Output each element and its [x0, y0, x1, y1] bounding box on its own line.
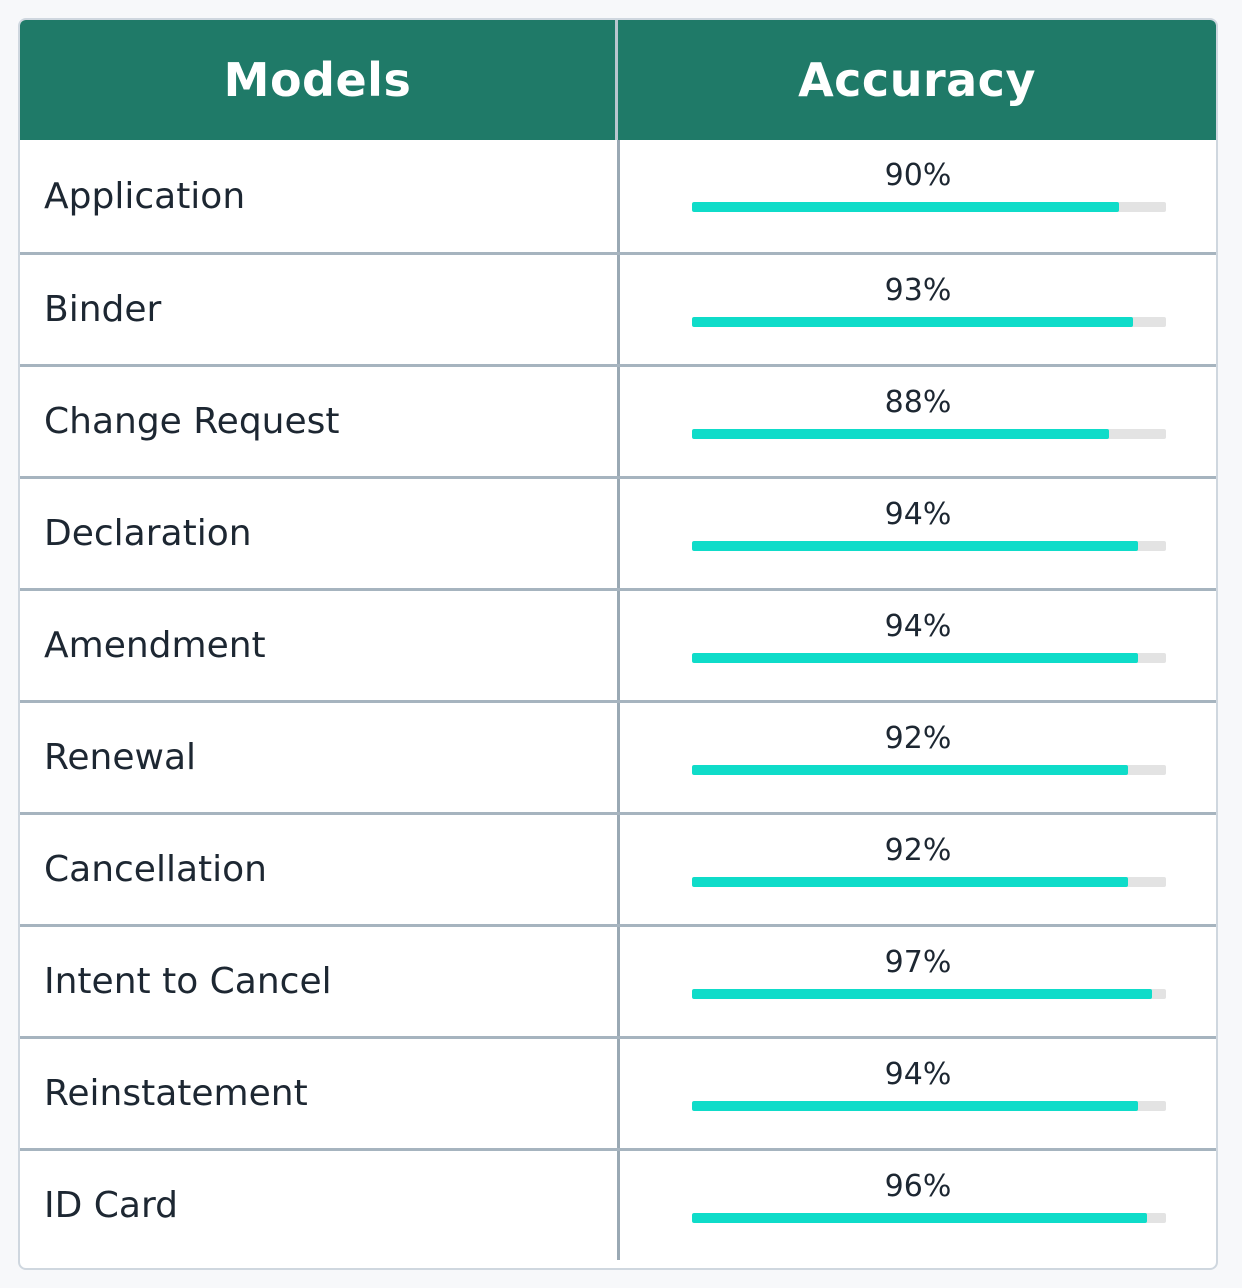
accuracy-cell: 94%	[620, 479, 1216, 588]
accuracy-bar-track	[692, 202, 1167, 212]
table-row: Cancellation 92%	[20, 812, 1216, 924]
accuracy-cell: 88%	[620, 367, 1216, 476]
accuracy-cell: 93%	[620, 255, 1216, 364]
accuracy-bar-track	[692, 877, 1167, 887]
accuracy-table: Models Accuracy Application 90% Binder 9…	[18, 18, 1218, 1270]
model-name: Renewal	[20, 703, 621, 812]
accuracy-bar-track	[692, 989, 1167, 999]
accuracy-bar-fill	[692, 653, 1138, 663]
accuracy-cell: 94%	[620, 1039, 1216, 1148]
accuracy-bar-fill	[692, 541, 1138, 551]
model-name: Change Request	[20, 367, 621, 476]
accuracy-value: 94%	[884, 497, 952, 532]
model-name: Amendment	[20, 591, 621, 700]
table-row: Renewal 92%	[20, 700, 1216, 812]
table-header: Models Accuracy	[20, 20, 1216, 140]
accuracy-bar-track	[692, 1101, 1167, 1111]
models-column-header: Models	[20, 20, 618, 140]
accuracy-value: 90%	[884, 158, 952, 193]
accuracy-cell: 92%	[620, 815, 1216, 924]
model-name: Cancellation	[20, 815, 621, 924]
accuracy-cell: 90%	[620, 140, 1216, 252]
accuracy-bar-fill	[692, 317, 1133, 327]
table-body: Application 90% Binder 93% Change Reques…	[20, 140, 1216, 1260]
accuracy-cell: 94%	[620, 591, 1216, 700]
model-name: Reinstatement	[20, 1039, 621, 1148]
accuracy-value: 88%	[884, 385, 952, 420]
accuracy-bar-track	[692, 653, 1167, 663]
table-row: Binder 93%	[20, 252, 1216, 364]
accuracy-bar-fill	[692, 202, 1119, 212]
accuracy-bar-fill	[692, 429, 1110, 439]
table-row: Change Request 88%	[20, 364, 1216, 476]
model-name: ID Card	[20, 1151, 621, 1260]
models-header-label: Models	[223, 53, 412, 107]
accuracy-bar-fill	[692, 765, 1129, 775]
table-row: Intent to Cancel 97%	[20, 924, 1216, 1036]
accuracy-value: 96%	[884, 1169, 952, 1204]
model-name: Application	[20, 140, 621, 252]
accuracy-cell: 97%	[620, 927, 1216, 1036]
accuracy-bar-fill	[692, 1101, 1138, 1111]
model-name: Binder	[20, 255, 621, 364]
accuracy-header-label: Accuracy	[798, 53, 1036, 107]
table-row: Declaration 94%	[20, 476, 1216, 588]
accuracy-bar-track	[692, 765, 1167, 775]
accuracy-value: 94%	[884, 1057, 952, 1092]
accuracy-cell: 92%	[620, 703, 1216, 812]
accuracy-value: 92%	[884, 833, 952, 868]
table-row: Reinstatement 94%	[20, 1036, 1216, 1148]
accuracy-value: 92%	[884, 721, 952, 756]
accuracy-cell: 96%	[620, 1151, 1216, 1260]
accuracy-value: 94%	[884, 609, 952, 644]
table-row: Application 90%	[20, 140, 1216, 252]
table-row: Amendment 94%	[20, 588, 1216, 700]
table-row: ID Card 96%	[20, 1148, 1216, 1260]
accuracy-bar-fill	[692, 989, 1152, 999]
accuracy-value: 93%	[884, 273, 952, 308]
model-name: Intent to Cancel	[20, 927, 621, 1036]
accuracy-bar-track	[692, 1213, 1167, 1223]
accuracy-bar-track	[692, 541, 1167, 551]
accuracy-value: 97%	[884, 945, 952, 980]
accuracy-bar-track	[692, 429, 1167, 439]
accuracy-bar-track	[692, 317, 1167, 327]
accuracy-bar-fill	[692, 877, 1129, 887]
accuracy-column-header: Accuracy	[618, 20, 1216, 140]
model-name: Declaration	[20, 479, 621, 588]
accuracy-bar-fill	[692, 1213, 1148, 1223]
